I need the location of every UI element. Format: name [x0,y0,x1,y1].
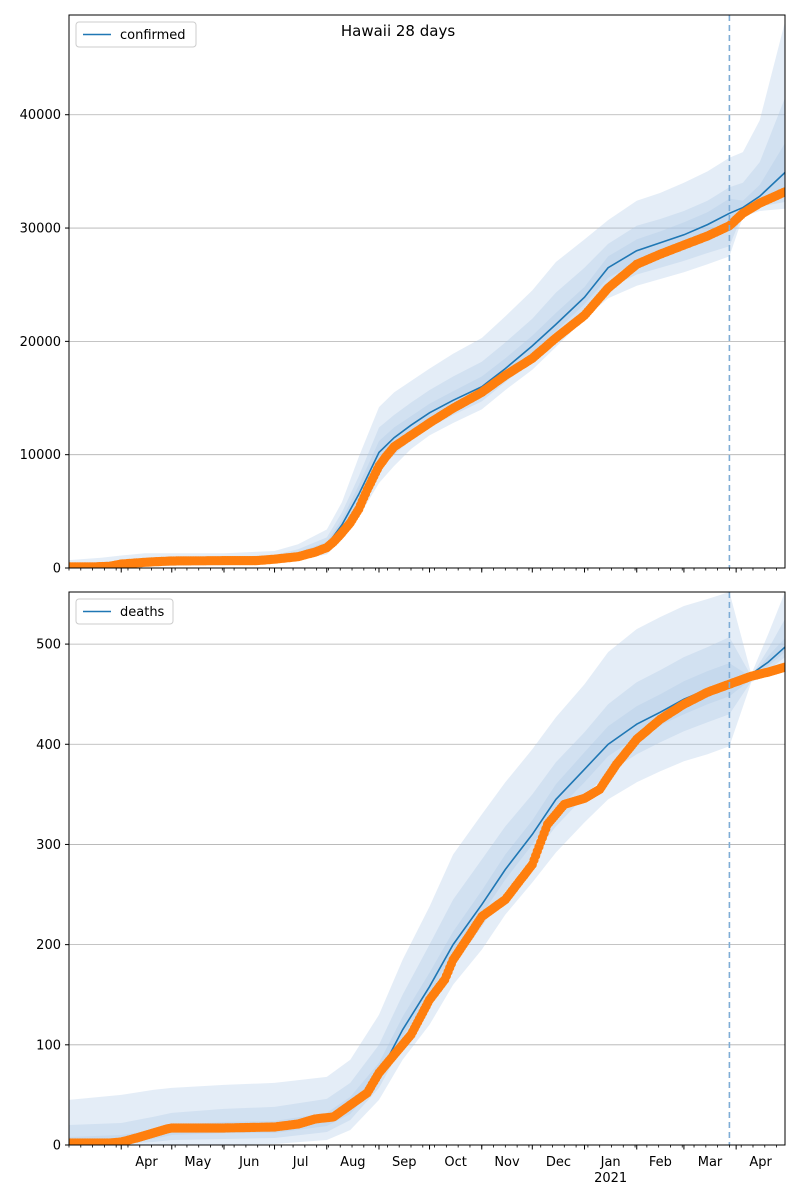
x-tick-label: Sep [392,1155,417,1170]
y-tick-label: 0 [53,562,61,577]
plot-area [69,21,785,568]
x-year-label: 2021 [594,1171,627,1186]
x-tick-label: Dec [546,1155,571,1170]
confidence-band-1 [69,592,785,1145]
y-tick-label: 40000 [20,108,61,123]
x-tick-label: Feb [649,1155,672,1170]
x-tick-label: Jul [292,1155,309,1170]
legend-box [75,598,174,625]
x-tick-label: Aug [340,1155,365,1170]
plot-area [69,592,785,1145]
observed-points [69,662,785,1145]
confirmed-panel: 0 10000 20000 30000 40000 confirmed [20,14,786,577]
y-tick-label: 100 [36,1038,61,1053]
legend-label: deaths [120,605,165,620]
legend-label: confirmed [120,28,186,43]
x-tick-label: Mar [698,1155,723,1170]
x-tick-label: Jan [600,1155,621,1170]
x-tick-label: May [184,1155,211,1170]
x-tick-label: Jun [238,1155,259,1170]
x-tick-label: Apr [749,1155,772,1170]
y-tick-label: 200 [36,938,61,953]
legend-box [75,21,197,48]
legend: confirmed [75,21,197,48]
y-tick-label: 400 [36,738,61,753]
y-tick-label: 0 [53,1139,61,1154]
deaths-panel: 0 100 200 300 400 500 Apr May Jun Jul Aug Sep Oct Nov… [36,591,786,1186]
observed-point [780,662,785,672]
y-tick-label: 20000 [20,335,61,350]
axes-frame [68,14,786,569]
y-tick-label: 500 [36,638,61,653]
x-tick-label: Nov [494,1155,520,1170]
axes-frame [68,591,786,1146]
x-tick-label: Oct [444,1155,466,1170]
legend: deaths [75,598,174,625]
y-tick-label: 30000 [20,222,61,237]
observed-point [780,187,785,197]
y-tick-label: 10000 [20,448,61,463]
y-tick-label: 300 [36,838,61,853]
figure-title: Hawaii 28 days [341,22,455,40]
x-tick-label: Apr [135,1155,158,1170]
confidence-band-2 [69,619,785,1145]
observed-points [69,187,785,568]
